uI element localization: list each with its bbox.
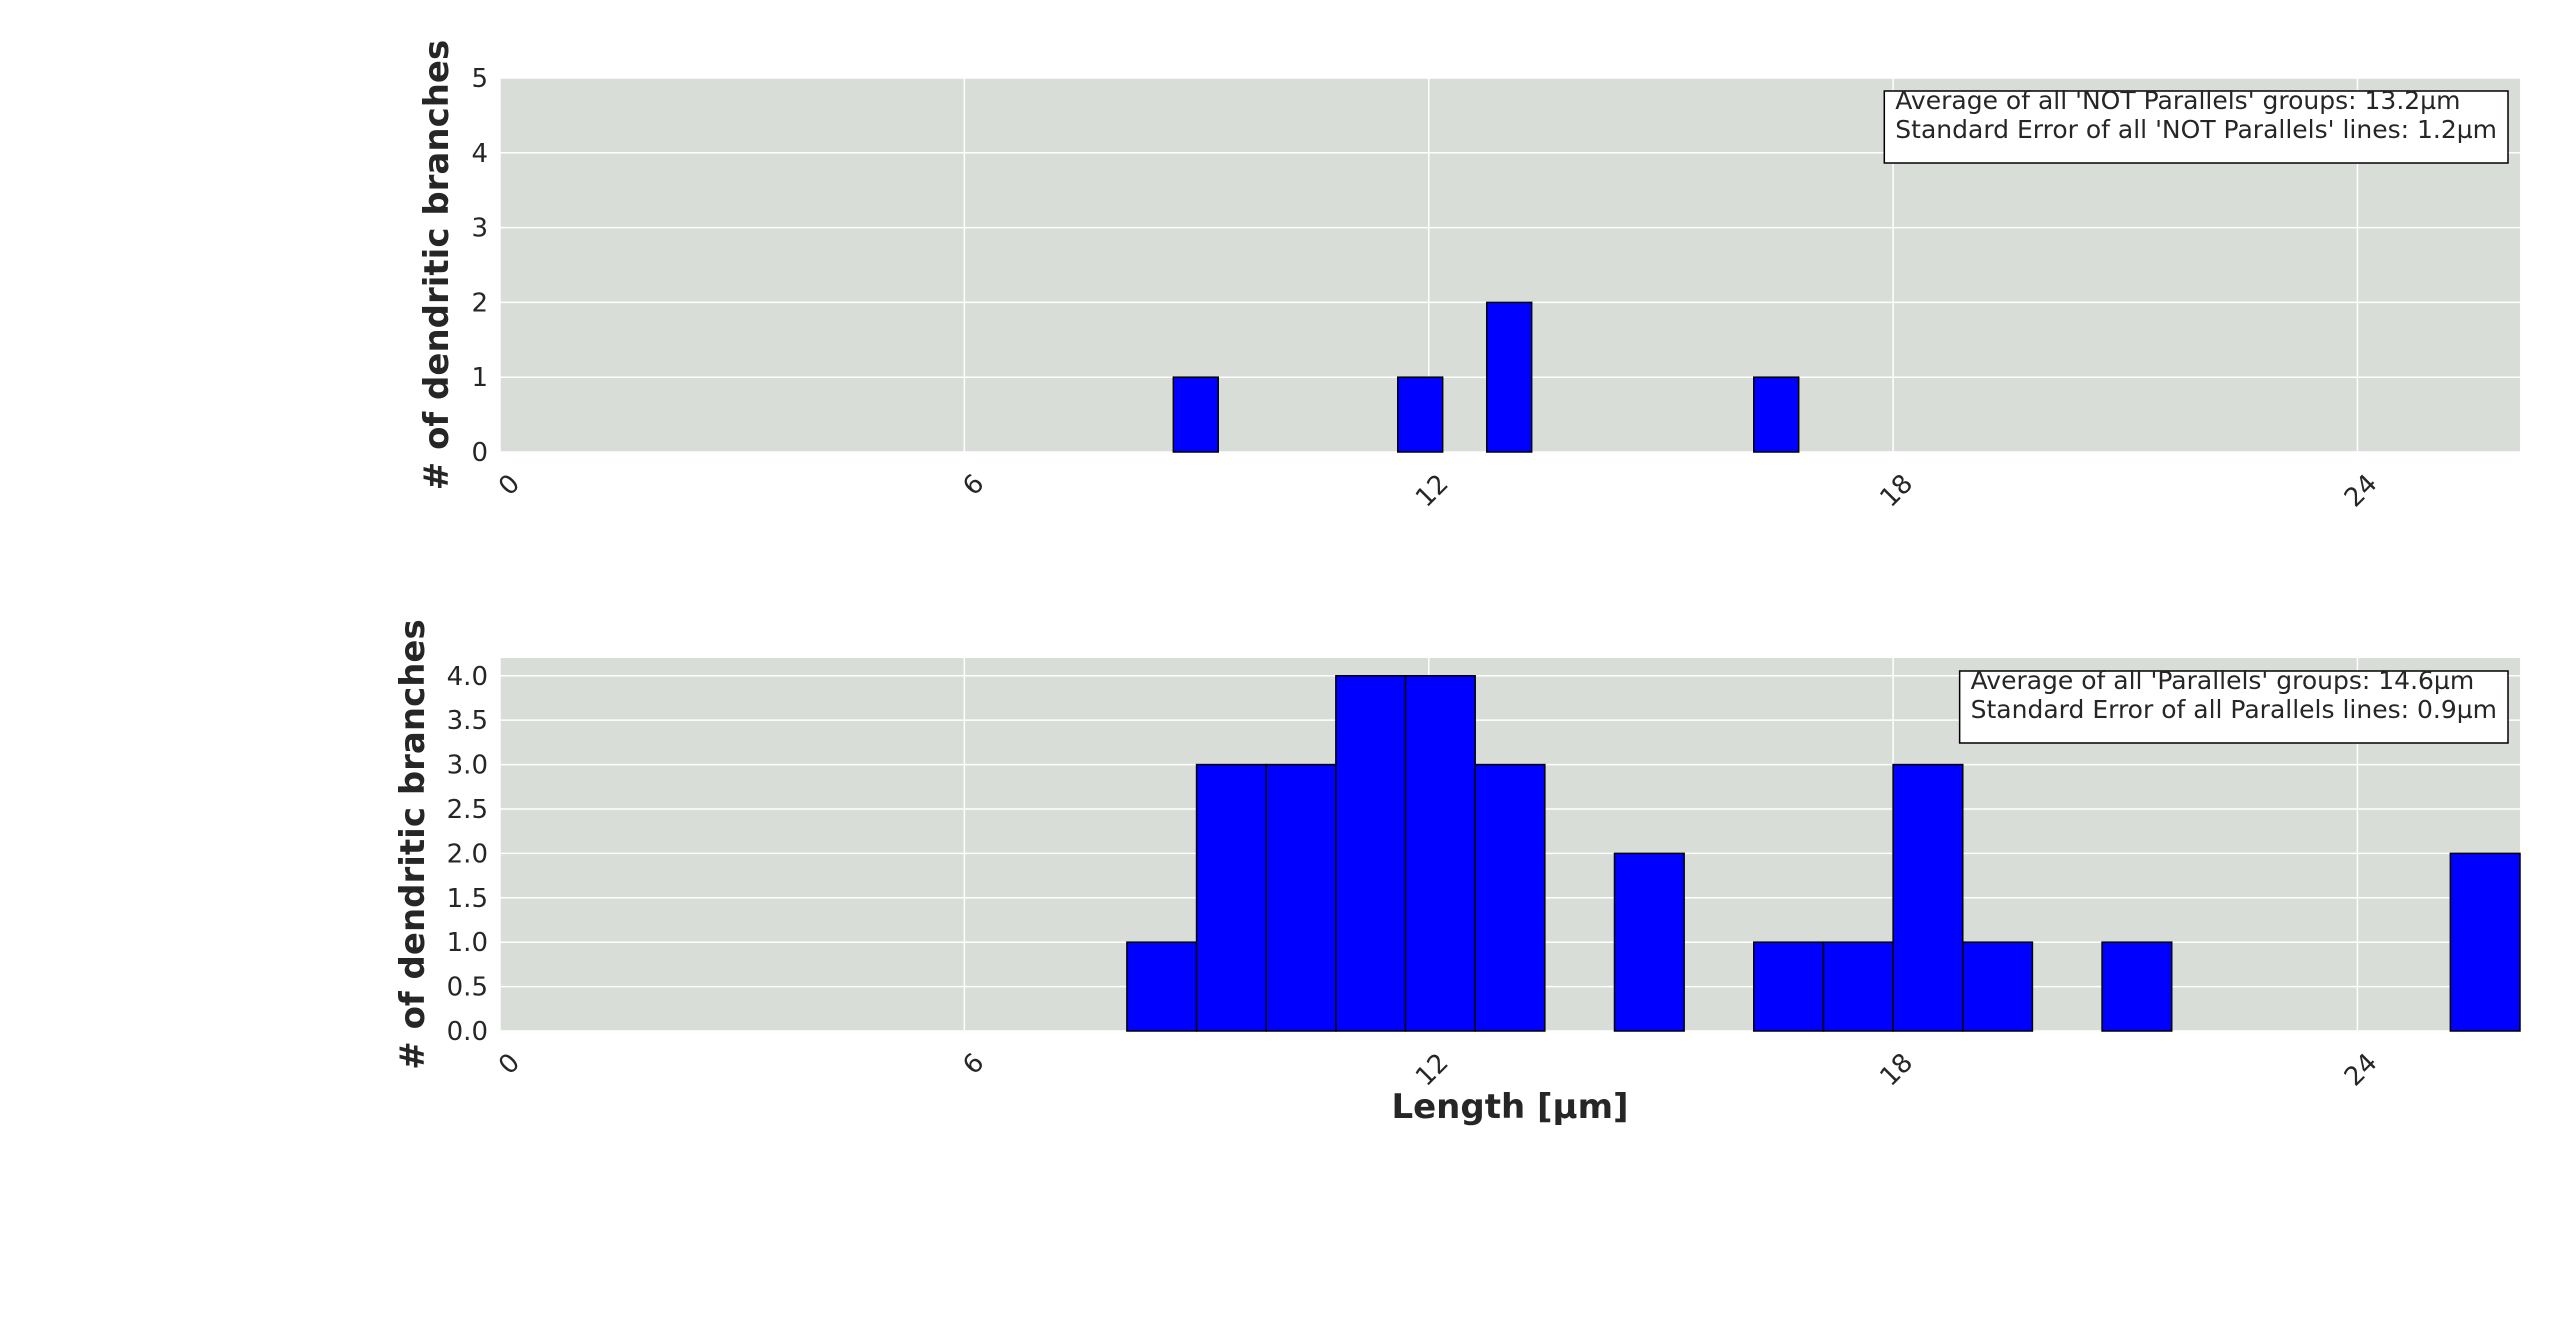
x-axis-label: Length [µm] — [1391, 1087, 1628, 1127]
annotation-box — [1958, 670, 2509, 744]
y-tick-label: 3 — [471, 214, 488, 244]
stats-annotation: Average of all 'NOT Parallels' groups: 1… — [1883, 86, 2509, 164]
histogram-bar — [2449, 852, 2521, 1032]
x-tick-label: 18 — [1874, 469, 1919, 514]
histogram-bar — [1822, 941, 1894, 1032]
histogram-bar — [1195, 763, 1267, 1032]
histogram-bar — [1335, 675, 1407, 1032]
y-tick-label: 1.0 — [447, 928, 488, 958]
y-tick-label: 1 — [471, 363, 488, 393]
histogram-bar — [2101, 941, 2173, 1032]
histogram-bar — [1486, 301, 1533, 453]
histogram-bar — [1753, 941, 1825, 1032]
x-tick-label: 6 — [957, 469, 990, 502]
y-tick-label: 1.5 — [447, 884, 488, 914]
x-tick-label: 12 — [1410, 1048, 1455, 1093]
x-tick-label: 12 — [1410, 469, 1455, 514]
y-axis-label: # of dendritic branches — [393, 619, 433, 1069]
histogram-bar — [1404, 675, 1476, 1032]
histogram-bar — [1892, 763, 1964, 1032]
histogram-bar — [1172, 376, 1219, 453]
x-tick-label: 18 — [1874, 1048, 1919, 1093]
x-tick-label: 6 — [957, 1048, 990, 1081]
x-tick-label: 24 — [2339, 1048, 2384, 1093]
histogram-bar — [1962, 941, 2034, 1032]
annotation-line: Average of all 'NOT Parallels' groups: 1… — [1895, 86, 2460, 115]
y-axis-label: # of dendritic branches — [417, 40, 457, 490]
annotation-line: Standard Error of all Parallels lines: 0… — [1971, 695, 2497, 724]
y-tick-label: 0.0 — [447, 1017, 488, 1047]
x-tick-label: 0 — [493, 1048, 526, 1081]
y-tick-label: 3.0 — [447, 751, 488, 781]
y-tick-label: 0 — [471, 438, 488, 468]
histogram-bar — [1126, 941, 1198, 1032]
y-tick-label: 3.5 — [447, 706, 488, 736]
x-tick-label: 0 — [493, 469, 526, 502]
histogram-bar — [1265, 763, 1337, 1032]
y-tick-label: 2 — [471, 288, 488, 318]
y-tick-label: 5 — [471, 64, 488, 94]
histogram-bar — [1397, 376, 1444, 453]
histogram-bar — [1474, 763, 1546, 1032]
y-tick-label: 2.5 — [447, 795, 488, 825]
y-tick-label: 0.5 — [447, 973, 488, 1003]
y-tick-label: 2.0 — [447, 839, 488, 869]
y-tick-label: 4.0 — [447, 662, 488, 692]
annotation-line: Standard Error of all 'NOT Parallels' li… — [1895, 115, 2497, 144]
annotation-box — [1883, 90, 2509, 164]
stats-annotation: Average of all 'Parallels' groups: 14.6µ… — [1958, 666, 2509, 744]
annotation-line: Average of all 'Parallels' groups: 14.6µ… — [1971, 666, 2475, 695]
x-tick-label: 24 — [2339, 469, 2384, 514]
subplot-2: 0.0 0.5 1.0 1.5 2.0 2.5 3.0 3.5 4.0 0 6 12 18 24 # of … — [393, 619, 2521, 1127]
y-tick-label: 4 — [471, 139, 488, 169]
histogram-bar — [1753, 376, 1800, 453]
histogram-bar — [1613, 852, 1685, 1032]
